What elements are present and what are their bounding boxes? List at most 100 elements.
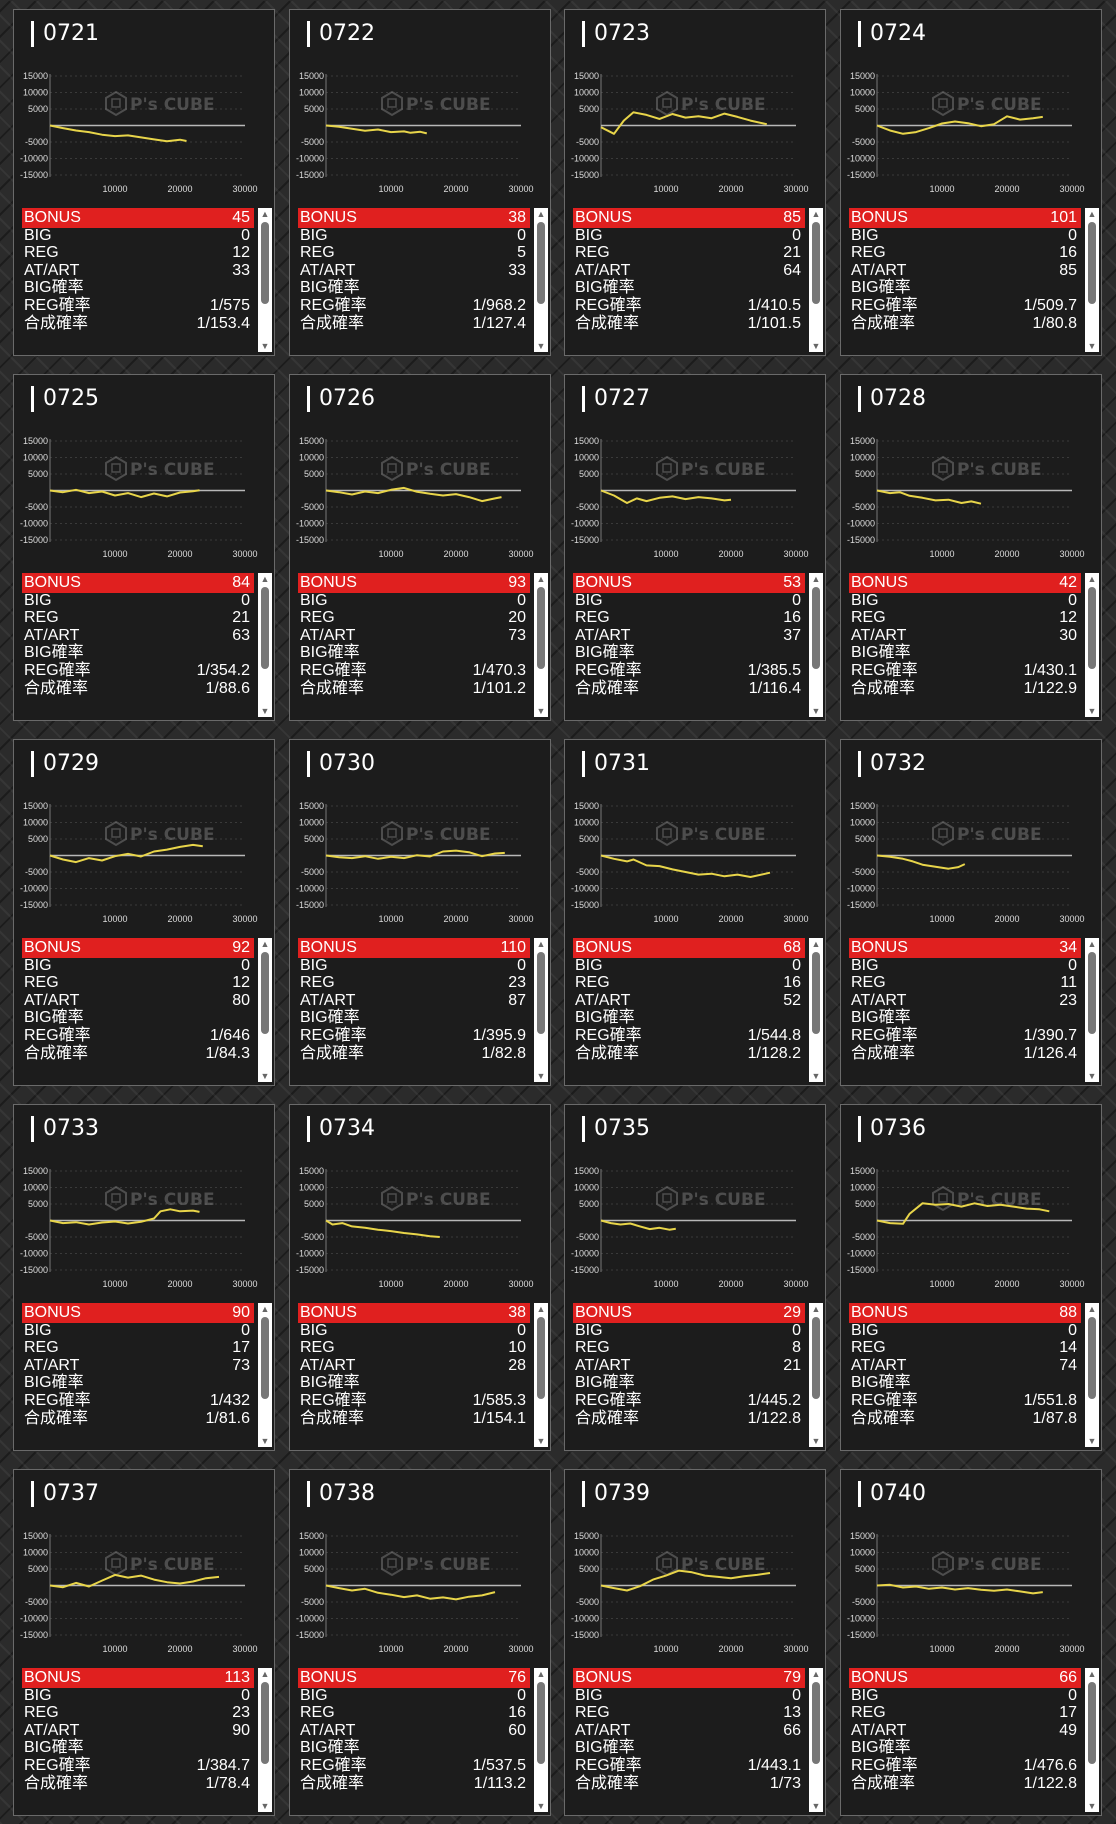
scroll-thumb[interactable] [537,952,545,1034]
scroll-thumb[interactable] [261,222,269,304]
machine-card[interactable]: 0739 15000 10000 5000 -5000 -10000 -15000 10000… [564,1469,826,1816]
scrollbar[interactable]: ▲ ▼ [1085,1668,1099,1812]
machine-card[interactable]: 0733 15000 10000 5000 -5000 -10000 -15000 10000… [13,1104,275,1451]
scrollbar[interactable]: ▲ ▼ [809,1668,823,1812]
scroll-thumb[interactable] [537,1317,545,1399]
scrollbar[interactable]: ▲ ▼ [258,1668,272,1812]
scroll-thumb[interactable] [812,1317,820,1399]
scroll-thumb[interactable] [537,222,545,304]
scroll-up-icon[interactable]: ▲ [811,574,821,584]
scroll-down-icon[interactable]: ▼ [1087,706,1097,716]
scroll-thumb[interactable] [1088,952,1096,1034]
scroll-thumb[interactable] [261,952,269,1034]
machine-card[interactable]: 0727 15000 10000 5000 -5000 -10000 -15000 10000… [564,374,826,721]
scrollbar[interactable]: ▲ ▼ [534,1303,548,1447]
machine-card[interactable]: 0724 15000 10000 5000 -5000 -10000 -15000 10000… [840,9,1102,356]
machine-card[interactable]: 0735 15000 10000 5000 -5000 -10000 -15000 10000… [564,1104,826,1451]
scrollbar[interactable]: ▲ ▼ [809,573,823,717]
scrollbar[interactable]: ▲ ▼ [809,208,823,352]
scroll-down-icon[interactable]: ▼ [260,706,270,716]
scroll-up-icon[interactable]: ▲ [811,1304,821,1314]
scroll-down-icon[interactable]: ▼ [536,706,546,716]
scroll-down-icon[interactable]: ▼ [536,1071,546,1081]
scroll-up-icon[interactable]: ▲ [1087,1304,1097,1314]
scroll-down-icon[interactable]: ▼ [811,706,821,716]
scroll-thumb[interactable] [812,587,820,669]
scroll-down-icon[interactable]: ▼ [811,1436,821,1446]
scroll-down-icon[interactable]: ▼ [811,341,821,351]
scroll-up-icon[interactable]: ▲ [811,939,821,949]
scroll-up-icon[interactable]: ▲ [536,1669,546,1679]
machine-card[interactable]: 0723 15000 10000 5000 -5000 -10000 -15000 10000… [564,9,826,356]
scroll-up-icon[interactable]: ▲ [536,1304,546,1314]
scroll-down-icon[interactable]: ▼ [1087,1436,1097,1446]
scroll-down-icon[interactable]: ▼ [811,1071,821,1081]
machine-card[interactable]: 0737 15000 10000 5000 -5000 -10000 -15000 10000… [13,1469,275,1816]
machine-card[interactable]: 0731 15000 10000 5000 -5000 -10000 -15000 10000… [564,739,826,1086]
scroll-up-icon[interactable]: ▲ [1087,1669,1097,1679]
scroll-up-icon[interactable]: ▲ [811,209,821,219]
scroll-thumb[interactable] [1088,1317,1096,1399]
scrollbar[interactable]: ▲ ▼ [1085,1303,1099,1447]
scrollbar[interactable]: ▲ ▼ [258,1303,272,1447]
scrollbar[interactable]: ▲ ▼ [534,573,548,717]
scrollbar[interactable]: ▲ ▼ [258,938,272,1082]
scroll-down-icon[interactable]: ▼ [536,1801,546,1811]
scroll-thumb[interactable] [261,587,269,669]
scrollbar[interactable]: ▲ ▼ [809,1303,823,1447]
scroll-up-icon[interactable]: ▲ [260,209,270,219]
scroll-up-icon[interactable]: ▲ [260,574,270,584]
scroll-thumb[interactable] [1088,587,1096,669]
machine-card[interactable]: 0722 15000 10000 5000 -5000 -10000 -15000 10000… [289,9,551,356]
scroll-up-icon[interactable]: ▲ [260,939,270,949]
scroll-down-icon[interactable]: ▼ [1087,1801,1097,1811]
scroll-thumb[interactable] [537,1682,545,1764]
scroll-down-icon[interactable]: ▼ [260,1436,270,1446]
scroll-thumb[interactable] [537,587,545,669]
scroll-up-icon[interactable]: ▲ [260,1304,270,1314]
scroll-thumb[interactable] [812,1682,820,1764]
scroll-up-icon[interactable]: ▲ [811,1669,821,1679]
scrollbar[interactable]: ▲ ▼ [1085,208,1099,352]
machine-card[interactable]: 0726 15000 10000 5000 -5000 -10000 -15000 10000… [289,374,551,721]
scroll-down-icon[interactable]: ▼ [811,1801,821,1811]
scroll-up-icon[interactable]: ▲ [536,939,546,949]
scroll-thumb[interactable] [261,1317,269,1399]
scroll-up-icon[interactable]: ▲ [260,1669,270,1679]
scroll-down-icon[interactable]: ▼ [1087,341,1097,351]
scroll-thumb[interactable] [812,952,820,1034]
machine-card[interactable]: 0740 15000 10000 5000 -5000 -10000 -15000 10000… [840,1469,1102,1816]
scroll-down-icon[interactable]: ▼ [536,341,546,351]
scroll-up-icon[interactable]: ▲ [1087,209,1097,219]
scroll-thumb[interactable] [1088,1682,1096,1764]
scrollbar[interactable]: ▲ ▼ [1085,938,1099,1082]
scroll-thumb[interactable] [261,1682,269,1764]
scroll-down-icon[interactable]: ▼ [260,341,270,351]
machine-card[interactable]: 0734 15000 10000 5000 -5000 -10000 -15000 10000… [289,1104,551,1451]
scroll-up-icon[interactable]: ▲ [1087,574,1097,584]
scrollbar[interactable]: ▲ ▼ [258,573,272,717]
scrollbar[interactable]: ▲ ▼ [1085,573,1099,717]
scroll-down-icon[interactable]: ▼ [260,1801,270,1811]
scroll-up-icon[interactable]: ▲ [536,209,546,219]
machine-card[interactable]: 0738 15000 10000 5000 -5000 -10000 -15000 10000… [289,1469,551,1816]
scroll-thumb[interactable] [812,222,820,304]
scrollbar[interactable]: ▲ ▼ [809,938,823,1082]
machine-card[interactable]: 0736 15000 10000 5000 -5000 -10000 -15000 10000… [840,1104,1102,1451]
scroll-thumb[interactable] [1088,222,1096,304]
machine-card[interactable]: 0732 15000 10000 5000 -5000 -10000 -15000 10000… [840,739,1102,1086]
machine-card[interactable]: 0730 15000 10000 5000 -5000 -10000 -15000 10000… [289,739,551,1086]
scroll-down-icon[interactable]: ▼ [1087,1071,1097,1081]
scroll-down-icon[interactable]: ▼ [536,1436,546,1446]
scrollbar[interactable]: ▲ ▼ [258,208,272,352]
machine-card[interactable]: 0725 15000 10000 5000 -5000 -10000 -15000 10000… [13,374,275,721]
scrollbar[interactable]: ▲ ▼ [534,938,548,1082]
scroll-down-icon[interactable]: ▼ [260,1071,270,1081]
machine-card[interactable]: 0729 15000 10000 5000 -5000 -10000 -15000 10000… [13,739,275,1086]
machine-card[interactable]: 0721 15000 10000 5000 -5000 -10000 -15000 10000… [13,9,275,356]
scroll-up-icon[interactable]: ▲ [536,574,546,584]
scrollbar[interactable]: ▲ ▼ [534,1668,548,1812]
scrollbar[interactable]: ▲ ▼ [534,208,548,352]
scroll-up-icon[interactable]: ▲ [1087,939,1097,949]
machine-card[interactable]: 0728 15000 10000 5000 -5000 -10000 -15000 10000… [840,374,1102,721]
